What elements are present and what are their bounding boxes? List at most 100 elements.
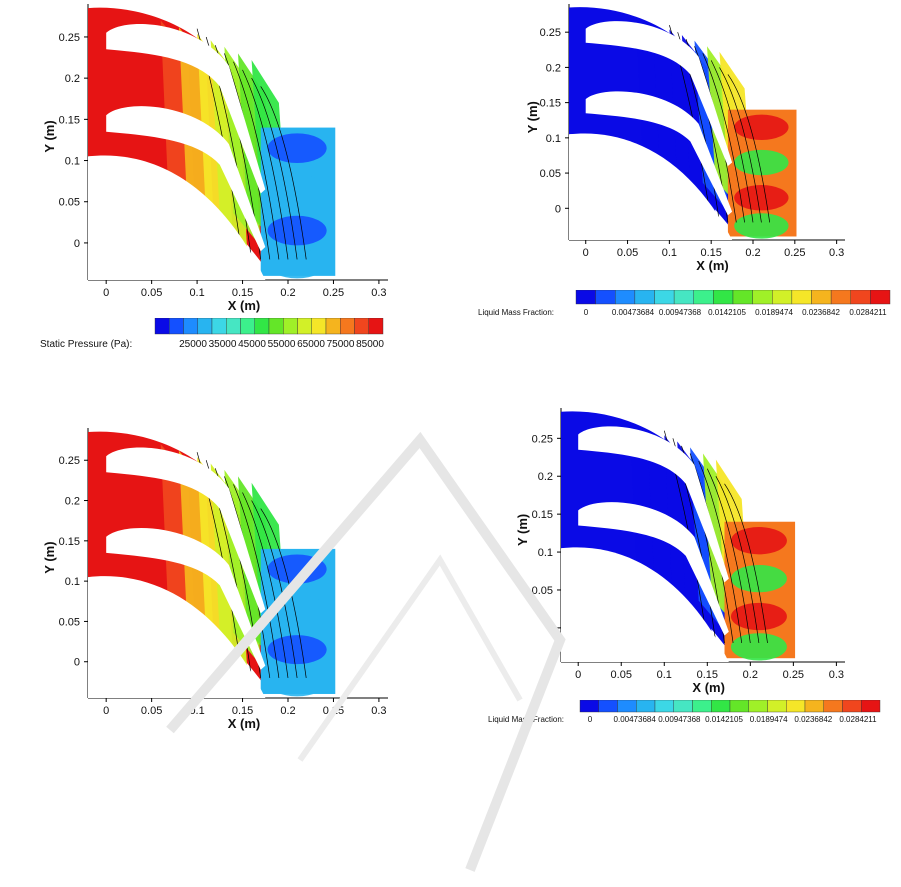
colorbar-tick-label: 0.00473684 [613,715,656,724]
x-tick-label: 0.2 [280,705,295,717]
colorbar-swatch [654,699,674,713]
y-tick-label: 0 [555,203,561,215]
y-axis-label: Y (m) [525,101,540,133]
y-tick-label: 0.25 [59,455,80,467]
x-tick-label: 0.2 [745,247,760,259]
wake-blob [734,213,789,239]
colorbar-tick-label: 35000 [208,339,237,350]
x-axis-label: X (m) [692,680,725,695]
wake-blob [267,667,327,697]
colorbar-swatch [861,699,881,713]
contour-field [88,7,336,280]
wake-blob [267,174,327,205]
colorbar-swatch [693,289,714,305]
x-tick-label: 0.2 [280,287,295,299]
colorbar-swatch [673,289,694,305]
blade-lower [106,106,266,252]
y-tick-label: 0.15 [540,98,561,110]
blank-area [88,155,266,280]
colorbar-swatch [615,289,636,305]
contour-line [233,61,280,260]
colorbar-swatch [283,317,298,335]
colorbar-swatch [154,317,170,335]
colorbar-swatch [842,699,862,713]
liquid-plot-top: 0 0.05 0.1 0.15 0.2 0.25 0.3 0 0.05 0.1 0.15 0.2 0.2… [525,0,855,273]
x-axis-label: X (m) [696,258,729,273]
x-tick-label: 0.25 [323,287,344,299]
x-tick-label: 0.25 [323,705,344,717]
x-tick-label: 0.1 [189,287,204,299]
liquid-colorbar-bottom-label: Liquid Mass Fraction: [488,715,565,724]
x-tick-label: 0.05 [611,669,632,681]
y-tick-label: 0.15 [532,509,553,521]
colorbar-swatch [692,699,712,713]
colorbar-swatch [673,699,693,713]
colorbar-swatch [636,699,656,713]
y-tick-label: 0.25 [540,27,561,39]
y-tick-label: 0.2 [538,471,553,483]
x-tick-label: 0.15 [697,669,718,681]
colorbar-tick-label: 0.00473684 [611,308,655,317]
wake-blob [267,133,327,164]
x-tick-label: 0.3 [371,705,386,717]
contour-line [724,483,768,644]
liquid-plot-bottom: 0 0.05 0.1 0.15 0.2 0.25 0.3 0 0.05 0.1 0.15 0.2 0.2… [515,400,855,695]
wake-blob [730,564,787,593]
x-tick-label: 0 [575,669,581,681]
pressure-colorbar-swatches [154,317,384,335]
colorbar-tick-label: 85000 [356,339,384,350]
y-tick-label: 0.2 [65,73,80,85]
colorbar-swatch [254,317,270,335]
x-tick-label: 0.3 [829,669,844,681]
contour-line [710,60,754,223]
x-tick-label: 0.25 [783,669,804,681]
colorbar-tick-label: 0.0189474 [749,715,788,724]
contour-line [715,476,760,644]
blade-upper [106,23,266,194]
colorbar-swatch [870,289,891,305]
y-tick-label: 0.1 [546,133,561,145]
colorbar-swatch [368,317,384,335]
colorbar-swatch [169,317,184,335]
colorbar-tick-label: 0.0236842 [802,308,840,317]
colorbar-tick-label: 25000 [179,339,207,350]
colorbar-tick-label: 0.0142105 [708,308,746,317]
y-tick-label: 0.2 [546,62,561,74]
x-tick-label: 0.1 [662,247,677,259]
colorbar-swatch [595,289,616,305]
blade-upper [585,21,733,166]
x-tick-label: 0.05 [141,705,162,717]
colorbar-swatch [575,289,596,305]
colorbar-swatch [325,317,341,335]
colorbar-swatch [354,317,369,335]
pressure-plot-top: 0 0.05 0.1 0.15 0.2 0.25 0.3 0 0.05 0.1 0.15 0.2 0.2… [40,0,390,313]
y-axis-label: Y (m) [515,514,530,546]
colorbar-swatch [823,699,843,713]
x-tick-label: 0.05 [141,287,162,299]
colorbar-swatch [654,289,675,305]
blade-lower [585,91,733,216]
colorbar-swatch [268,317,284,335]
contour-line [260,86,307,260]
colorbar-swatch [772,289,793,305]
colorbar-swatch [791,289,812,305]
colorbar-swatch [340,317,355,335]
colorbar-swatch [197,317,213,335]
wake-blob [730,527,787,555]
y-tick-label: 0.05 [540,168,561,180]
contour-line [702,53,745,223]
y-tick-label: 0.25 [59,32,80,44]
wake-blob [267,248,327,279]
colorbar-swatch [830,289,851,305]
colorbar-swatch [311,317,327,335]
colorbar-swatch [634,289,655,305]
y-tick-label: 0 [74,238,80,250]
liquid-colorbar-bottom-swatches [579,699,881,713]
blade-upper [578,426,729,583]
y-tick-label: 0.1 [65,156,80,168]
liquid-plot-top-svg: 0 0.05 0.1 0.15 0.2 0.25 0.3 0 0.05 0.1 0.15 0.2 0.2… [525,4,845,273]
colorbar-tick-label: 45000 [238,339,266,350]
colorbar-swatch [804,699,824,713]
colorbar-swatch [226,317,241,335]
colorbar-tick-label: 0.00947368 [658,715,701,724]
